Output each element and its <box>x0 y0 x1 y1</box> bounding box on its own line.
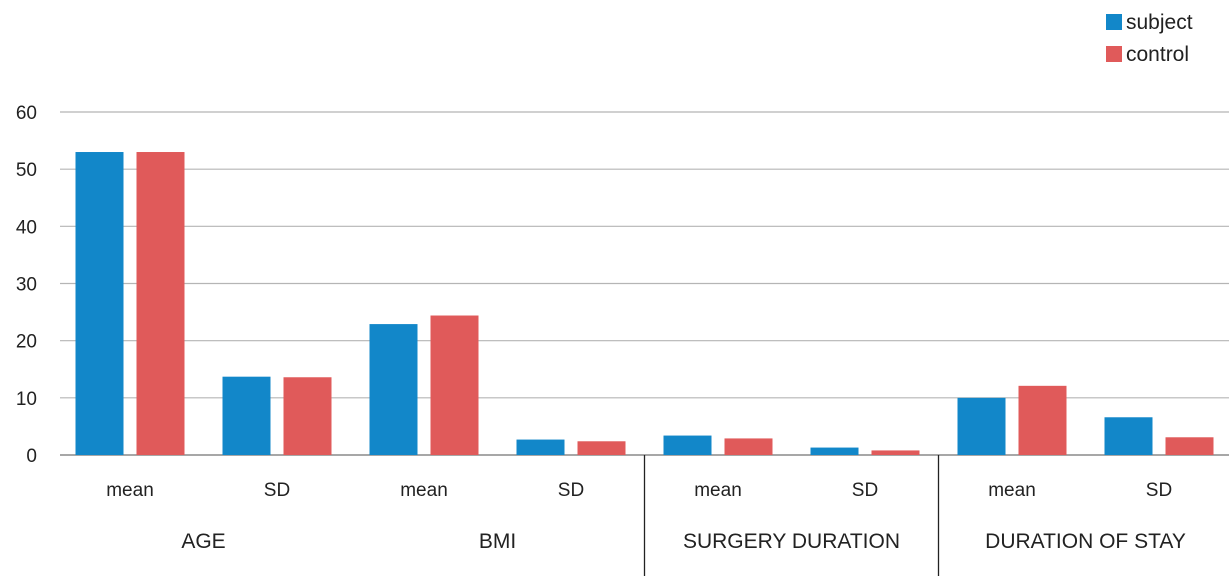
x-axis: mean SD mean SD mean SD mean SD AGE BMI SURGERY DU… <box>106 455 1186 576</box>
y-tick-label: 60 <box>16 103 37 124</box>
x-sub-label: SD <box>264 480 290 501</box>
bar-control-2 <box>430 315 479 455</box>
legend-swatch-subject <box>1106 14 1122 30</box>
y-tick-label: 30 <box>16 275 37 296</box>
y-tick-label: 10 <box>16 389 37 410</box>
x-group-label: DURATION OF STAY <box>985 530 1186 553</box>
bar-subject-3 <box>516 439 565 455</box>
x-sub-label: mean <box>106 480 154 501</box>
x-group-label: AGE <box>181 530 225 553</box>
x-sub-label: SD <box>852 480 878 501</box>
legend-label-control: control <box>1126 43 1189 66</box>
x-sub-label: SD <box>558 480 584 501</box>
legend-label-subject: subject <box>1126 11 1193 34</box>
x-group-label: SURGERY DURATION <box>683 530 900 553</box>
y-tick-label: 40 <box>16 217 37 238</box>
y-tick-label: 20 <box>16 332 37 353</box>
bar-subject-2 <box>369 324 418 455</box>
x-sub-label: SD <box>1146 480 1172 501</box>
bar-control-3 <box>577 441 626 455</box>
y-tick-label: 0 <box>26 446 37 467</box>
x-sub-label: mean <box>694 480 742 501</box>
x-sub-label: mean <box>988 480 1036 501</box>
bar-subject-1 <box>222 376 271 455</box>
bar-control-6 <box>1018 385 1067 455</box>
bar-control-7 <box>1165 437 1214 455</box>
legend-swatch-control <box>1106 46 1122 62</box>
bar-control-0 <box>136 152 185 455</box>
bar-subject-4 <box>663 435 712 455</box>
bar-subject-0 <box>75 152 124 455</box>
bar-subject-6 <box>957 397 1006 455</box>
y-axis: 0 10 20 30 40 50 60 <box>16 103 37 467</box>
bar-control-5 <box>871 450 920 455</box>
legend: subject control <box>1106 11 1193 66</box>
bar-subject-5 <box>810 447 859 455</box>
x-group-label: BMI <box>479 530 516 553</box>
x-sub-label: mean <box>400 480 448 501</box>
bars <box>75 152 1214 455</box>
y-tick-label: 50 <box>16 160 37 181</box>
bar-control-1 <box>283 377 332 455</box>
bar-subject-7 <box>1104 417 1153 455</box>
bar-control-4 <box>724 438 773 455</box>
